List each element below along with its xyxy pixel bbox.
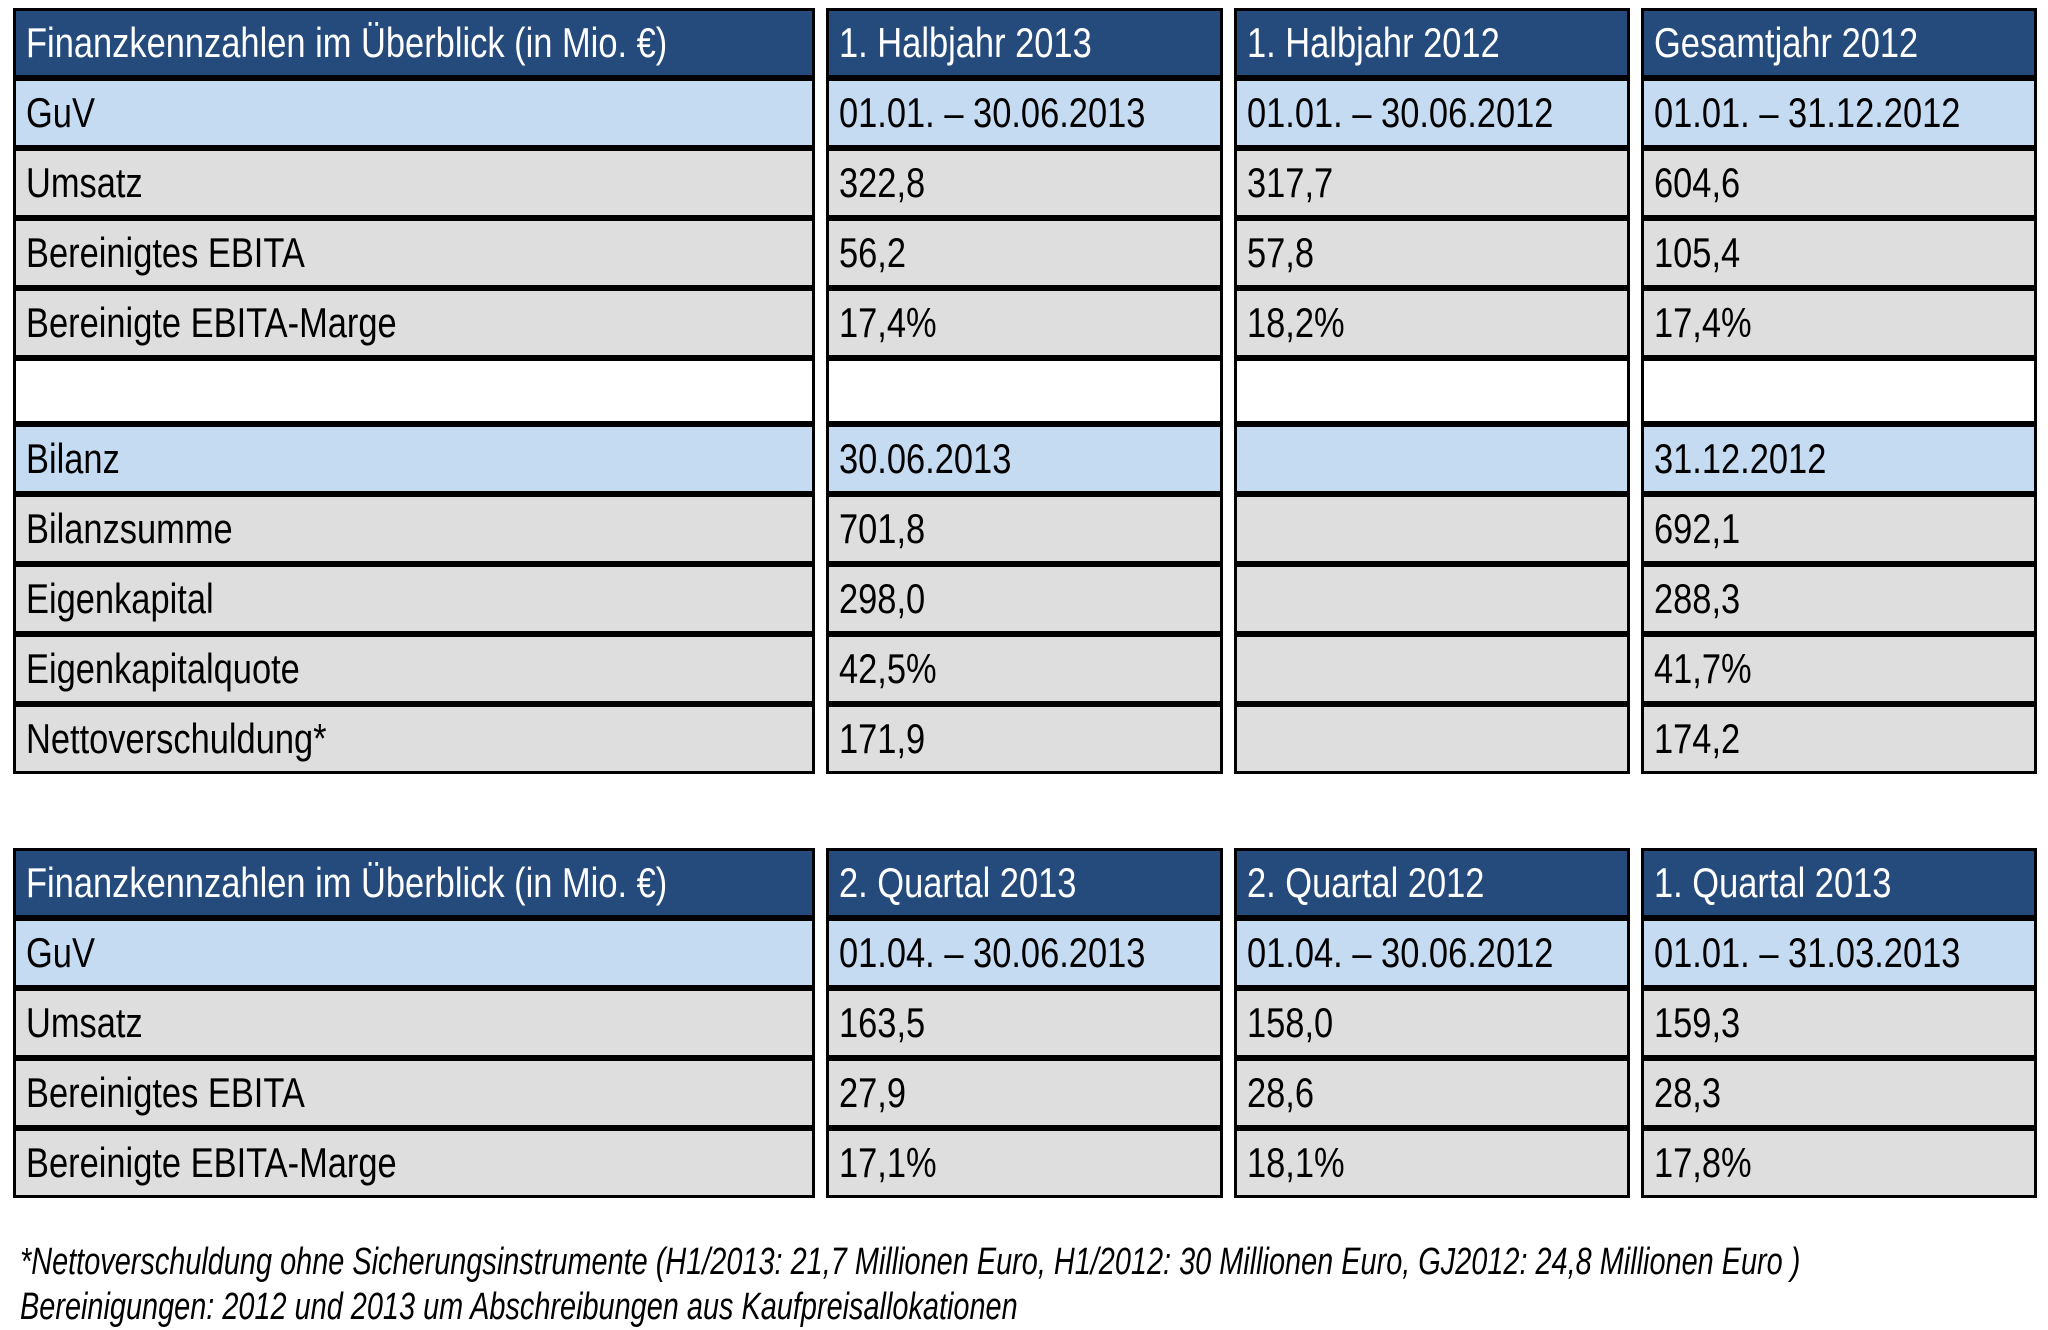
footnote-line-1: *Nettoverschuldung ohne Sicherungsinstru… bbox=[20, 1241, 1801, 1283]
guv-subheader-row: GuV 01.04. – 30.06.2013 01.04. – 30.06.2… bbox=[13, 918, 2037, 988]
cell-value: 18,1% bbox=[1233, 1128, 1630, 1198]
spacer-cell bbox=[13, 358, 815, 424]
cell-value: 56,2 bbox=[825, 218, 1223, 288]
row-label: Bereinigte EBITA-Marge bbox=[13, 288, 815, 358]
spacer-row bbox=[13, 358, 2037, 424]
cell-value: 41,7% bbox=[1640, 634, 2037, 704]
guv-label-cell: GuV bbox=[13, 918, 815, 988]
table-title-cell: Finanzkennzahlen im Überblick (in Mio. €… bbox=[13, 8, 815, 78]
guv-period-cell: 01.04. – 30.06.2013 bbox=[825, 918, 1223, 988]
table-row-bereinigtes-ebita: Bereinigtes EBITA 56,2 57,8 105,4 bbox=[13, 218, 2037, 288]
bilanz-subheader-row: Bilanz 30.06.2013 31.12.2012 bbox=[13, 424, 2037, 494]
cell-value: 18,2% bbox=[1233, 288, 1630, 358]
guv-label-cell: GuV bbox=[13, 78, 815, 148]
cell-value: 28,3 bbox=[1640, 1058, 2037, 1128]
cell-value: 42,5% bbox=[825, 634, 1223, 704]
cell-value bbox=[1233, 564, 1630, 634]
cell-value: 174,2 bbox=[1640, 704, 2037, 774]
spacer-cell bbox=[1640, 358, 2037, 424]
table-row-ebita-marge: Bereinigte EBITA-Marge 17,1% 18,1% 17,8% bbox=[13, 1128, 2037, 1198]
column-header-h1-2012: 1. Halbjahr 2012 bbox=[1233, 8, 1630, 78]
bilanz-label-cell: Bilanz bbox=[13, 424, 815, 494]
cell-value bbox=[1233, 634, 1630, 704]
cell-value: 17,4% bbox=[1640, 288, 2037, 358]
bilanz-date-cell bbox=[1233, 424, 1630, 494]
table-row-nettoverschuldung: Nettoverschuldung* 171,9 174,2 bbox=[13, 704, 2037, 774]
row-label: Eigenkapital bbox=[13, 564, 815, 634]
cell-value: 322,8 bbox=[825, 148, 1223, 218]
guv-subheader-row: GuV 01.01. – 30.06.2013 01.01. – 30.06.2… bbox=[13, 78, 2037, 148]
half-year-header-row: Finanzkennzahlen im Überblick (in Mio. €… bbox=[13, 8, 2037, 78]
cell-value: 158,0 bbox=[1233, 988, 1630, 1058]
table-row-eigenkapital: Eigenkapital 298,0 288,3 bbox=[13, 564, 2037, 634]
cell-value: 159,3 bbox=[1640, 988, 2037, 1058]
row-label: Bereinigtes EBITA bbox=[13, 218, 815, 288]
bilanz-date-cell: 31.12.2012 bbox=[1640, 424, 2037, 494]
cell-value: 57,8 bbox=[1233, 218, 1630, 288]
table-row-eigenkapitalquote: Eigenkapitalquote 42,5% 41,7% bbox=[13, 634, 2037, 704]
column-header-q2-2012: 2. Quartal 2012 bbox=[1233, 848, 1630, 918]
guv-period-cell: 01.01. – 30.06.2012 bbox=[1233, 78, 1630, 148]
table-title: Finanzkennzahlen im Überblick (in Mio. €… bbox=[26, 859, 668, 906]
column-header-q2-2013: 2. Quartal 2013 bbox=[825, 848, 1223, 918]
row-label: Bereinigtes EBITA bbox=[13, 1058, 815, 1128]
cell-value: 288,3 bbox=[1640, 564, 2037, 634]
quarterly-table: Finanzkennzahlen im Überblick (in Mio. €… bbox=[2, 848, 2048, 1198]
cell-value: 17,8% bbox=[1640, 1128, 2037, 1198]
table-title: Finanzkennzahlen im Überblick (in Mio. €… bbox=[26, 19, 668, 66]
spacer-cell bbox=[825, 358, 1223, 424]
guv-period-cell: 01.01. – 31.03.2013 bbox=[1640, 918, 2037, 988]
table-row-bilanzsumme: Bilanzsumme 701,8 692,1 bbox=[13, 494, 2037, 564]
table-row-bereinigtes-ebita: Bereinigtes EBITA 27,9 28,6 28,3 bbox=[13, 1058, 2037, 1128]
cell-value bbox=[1233, 494, 1630, 564]
column-header-gj-2012: Gesamtjahr 2012 bbox=[1640, 8, 2037, 78]
row-label: Umsatz bbox=[13, 988, 815, 1058]
cell-value: 171,9 bbox=[825, 704, 1223, 774]
quarterly-header-row: Finanzkennzahlen im Überblick (in Mio. €… bbox=[13, 848, 2037, 918]
cell-value: 28,6 bbox=[1233, 1058, 1630, 1128]
table-row-umsatz: Umsatz 322,8 317,7 604,6 bbox=[13, 148, 2037, 218]
footnote-block: *Nettoverschuldung ohne Sicherungsinstru… bbox=[20, 1240, 2048, 1330]
table-title-cell: Finanzkennzahlen im Überblick (in Mio. €… bbox=[13, 848, 815, 918]
cell-value bbox=[1233, 704, 1630, 774]
half-year-table: Finanzkennzahlen im Überblick (in Mio. €… bbox=[2, 8, 2048, 774]
guv-period-cell: 01.04. – 30.06.2012 bbox=[1233, 918, 1630, 988]
table-row-ebita-marge: Bereinigte EBITA-Marge 17,4% 18,2% 17,4% bbox=[13, 288, 2037, 358]
cell-value: 105,4 bbox=[1640, 218, 2037, 288]
cell-value: 604,6 bbox=[1640, 148, 2037, 218]
bilanz-date-cell: 30.06.2013 bbox=[825, 424, 1223, 494]
row-label: Bereinigte EBITA-Marge bbox=[13, 1128, 815, 1198]
guv-period-cell: 01.01. – 31.12.2012 bbox=[1640, 78, 2037, 148]
guv-period-cell: 01.01. – 30.06.2013 bbox=[825, 78, 1223, 148]
table-row-umsatz: Umsatz 163,5 158,0 159,3 bbox=[13, 988, 2037, 1058]
cell-value: 27,9 bbox=[825, 1058, 1223, 1128]
footnote-line-2: Bereinigungen: 2012 und 2013 um Abschrei… bbox=[20, 1286, 1018, 1328]
row-label: Umsatz bbox=[13, 148, 815, 218]
cell-value: 692,1 bbox=[1640, 494, 2037, 564]
cell-value: 317,7 bbox=[1233, 148, 1630, 218]
row-label: Eigenkapitalquote bbox=[13, 634, 815, 704]
cell-value: 701,8 bbox=[825, 494, 1223, 564]
column-header-q1-2013: 1. Quartal 2013 bbox=[1640, 848, 2037, 918]
spacer-cell bbox=[1233, 358, 1630, 424]
column-header-h1-2013: 1. Halbjahr 2013 bbox=[825, 8, 1223, 78]
cell-value: 17,1% bbox=[825, 1128, 1223, 1198]
cell-value: 163,5 bbox=[825, 988, 1223, 1058]
row-label: Nettoverschuldung* bbox=[13, 704, 815, 774]
row-label: Bilanzsumme bbox=[13, 494, 815, 564]
cell-value: 17,4% bbox=[825, 288, 1223, 358]
cell-value: 298,0 bbox=[825, 564, 1223, 634]
